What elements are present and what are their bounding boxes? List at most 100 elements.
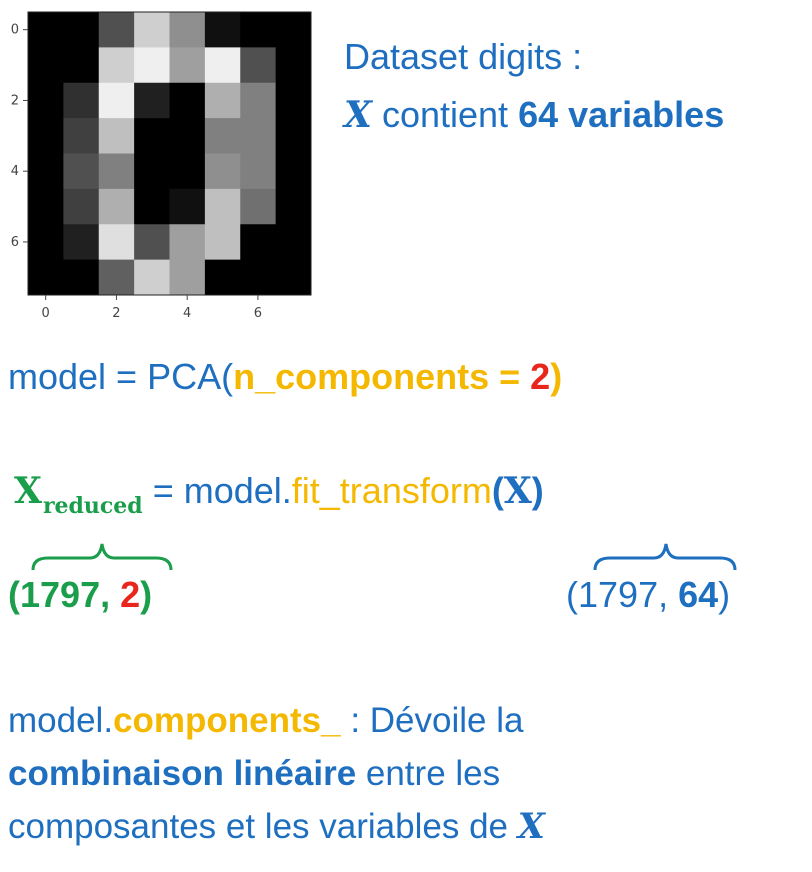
- pca-value: 2: [530, 356, 551, 397]
- digit-pixel: [134, 259, 171, 296]
- fit-arg-x: X: [503, 470, 532, 512]
- x-tick-label: 6: [254, 306, 262, 321]
- digit-pixel: [240, 153, 277, 190]
- original-shape: (1797, 64): [566, 574, 730, 616]
- fit-equals-model: = model.: [142, 470, 292, 511]
- components-desc-2: entre les: [356, 754, 501, 793]
- digit-pixel: [98, 47, 135, 84]
- reduced-close: ): [140, 574, 153, 615]
- digit-pixel-grid: [28, 12, 312, 296]
- digit-pixel: [240, 259, 277, 296]
- digit-pixel: [28, 82, 64, 119]
- pca-prefix: model = PCA(: [8, 356, 234, 397]
- pca-param: n_components: [233, 356, 490, 397]
- image-frame: [27, 11, 312, 296]
- digit-pixel: [28, 224, 64, 261]
- digit-pixel: [240, 47, 277, 84]
- reduced-brace: [31, 543, 173, 571]
- fit-open: (: [491, 470, 504, 511]
- digit-pixel: [28, 188, 64, 225]
- digit-pixel: [169, 118, 206, 155]
- digit-pixel: [98, 82, 135, 119]
- y-axis-ticks: 0 2 4 6: [11, 23, 28, 250]
- digit-pixel: [275, 153, 312, 190]
- digit-pixel: [28, 153, 64, 190]
- x-axis-ticks: 0 2 4 6: [42, 295, 262, 321]
- digit-pixel: [28, 259, 64, 296]
- digit-pixel: [275, 82, 312, 119]
- components-model-prefix: model.: [8, 701, 114, 740]
- fit-method: fit_transform: [291, 470, 492, 511]
- digit-pixel: [134, 224, 171, 261]
- components-line-1: model.components_ : Dévoile la: [8, 694, 545, 747]
- digit-pixel: [134, 188, 171, 225]
- digit-pixel: [63, 224, 100, 261]
- digit-pixel: [240, 224, 277, 261]
- digit-pixel: [63, 47, 100, 84]
- digit-pixel: [134, 153, 171, 190]
- digit-pixel: [204, 153, 241, 190]
- digit-pixel: [98, 259, 135, 296]
- digit-pixel: [98, 12, 135, 48]
- components-attr: components_: [113, 701, 341, 740]
- reduced-open: (: [8, 574, 20, 615]
- original-cols: 64: [678, 574, 719, 615]
- x-reduced-subscript: reduced: [42, 493, 143, 519]
- digit-pixel: [63, 188, 100, 225]
- variables-count: 64 variables: [518, 94, 725, 135]
- digit-pixel: [169, 12, 206, 48]
- fit-transform-line: Xreduced = model.fit_transform(X): [14, 470, 544, 519]
- digit-pixel: [240, 188, 277, 225]
- y-tick-label: 4: [11, 164, 19, 179]
- components-line-3: composantes et les variables de X: [8, 800, 545, 853]
- digit-pixel: [204, 118, 241, 155]
- pca-close: ): [550, 356, 563, 397]
- digit-pixel: [169, 188, 206, 225]
- dataset-title-text: Dataset digits :: [344, 36, 583, 77]
- digit-pixel: [204, 12, 241, 48]
- digit-pixel: [63, 153, 100, 190]
- digit-pixel: [204, 224, 241, 261]
- digit-pixel: [204, 188, 241, 225]
- digit-pixel: [275, 118, 312, 155]
- dataset-variables-line: X contient 64 variables: [344, 92, 724, 138]
- digit-pixel: [169, 47, 206, 84]
- digit-pixel: [204, 82, 241, 119]
- dataset-title: Dataset digits :: [344, 34, 582, 80]
- digit-pixel: [28, 12, 64, 48]
- components-x-symbol: X: [517, 806, 545, 847]
- components-line-2: combinaison linéaire entre les: [8, 747, 545, 800]
- digit-pixel: [169, 259, 206, 296]
- digit-pixel: [98, 118, 135, 155]
- original-sep: ,: [658, 574, 679, 615]
- digit-pixel: [28, 118, 64, 155]
- digit-pixel: [134, 47, 171, 84]
- digit-pixel: [275, 259, 312, 296]
- y-tick-label: 0: [11, 23, 19, 38]
- digit-pixel: [275, 188, 312, 225]
- x-tick-label: 4: [183, 306, 191, 321]
- x-tick-label: 0: [42, 306, 50, 321]
- components-paragraph: model.components_ : Dévoile la combinais…: [8, 694, 545, 853]
- digit-pixel: [98, 224, 135, 261]
- x-tick-label: 2: [112, 306, 120, 321]
- pca-code-line: model = PCA(n_components = 2): [8, 356, 562, 398]
- digit-pixel: [98, 188, 135, 225]
- digit-pixel: [134, 82, 171, 119]
- x-reduced-symbol: Xreduced: [14, 470, 143, 519]
- digit-pixel: [275, 12, 312, 48]
- reduced-rows: 1797: [20, 574, 101, 615]
- original-rows: 1797: [578, 574, 659, 615]
- reduced-sep: ,: [100, 574, 121, 615]
- x-reduced-main: X: [14, 470, 42, 512]
- pca-equals: =: [489, 356, 531, 397]
- y-tick-label: 2: [11, 93, 19, 108]
- original-brace: [593, 543, 737, 571]
- digit-pixel: [63, 12, 100, 48]
- fit-close: ): [531, 470, 544, 511]
- reduced-shape: (1797, 2): [8, 574, 152, 616]
- digit-pixel: [204, 259, 241, 296]
- y-tick-label: 6: [11, 235, 19, 250]
- digit-pixel: [134, 12, 171, 48]
- components-bold-phrase: combinaison linéaire: [8, 754, 357, 793]
